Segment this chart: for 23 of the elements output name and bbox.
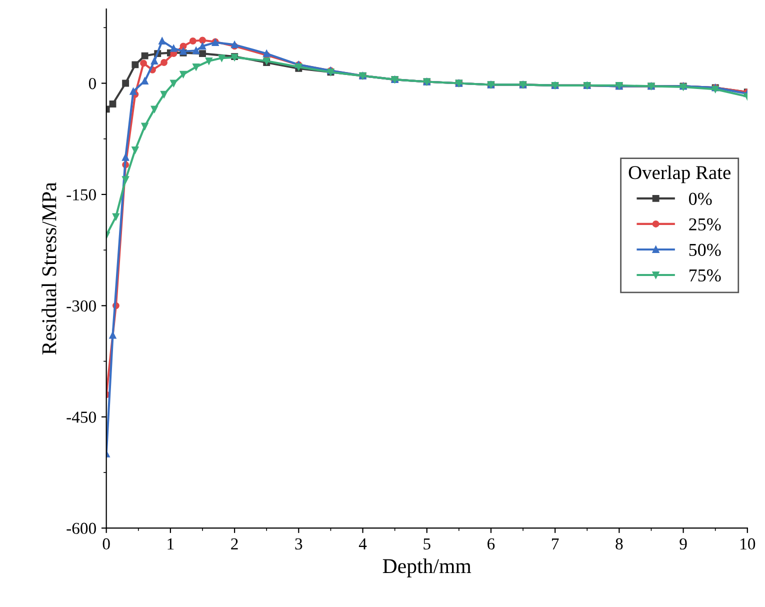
x-tick-label: 0 xyxy=(102,538,110,550)
x-tick-label: 5 xyxy=(424,538,430,550)
x-tick-label: 4 xyxy=(358,538,367,550)
legend-label: 0% xyxy=(689,192,712,206)
legend-label: 25% xyxy=(689,218,721,231)
x-tick-label: 8 xyxy=(616,538,623,550)
y-tick-label: 0 xyxy=(88,78,96,90)
y-tick-label: -450 xyxy=(66,412,96,423)
legend-label: 75% xyxy=(690,269,721,282)
x-axis-title: Depth/mm xyxy=(382,558,472,578)
legend-label: 50% xyxy=(689,244,721,256)
x-tick-label: 1 xyxy=(168,538,174,550)
x-tick-label: 7 xyxy=(552,538,559,550)
y-tick-label: -150 xyxy=(66,189,96,200)
x-tick-label: 3 xyxy=(295,538,302,550)
x-tick-label: 6 xyxy=(488,538,495,550)
x-tick-label: 10 xyxy=(740,538,756,550)
y-axis-title: Residual Stress/MPa xyxy=(42,182,56,355)
y-tick-label: -300 xyxy=(66,300,96,312)
x-tick-label: 9 xyxy=(680,538,687,550)
x-tick-label: 2 xyxy=(231,538,238,550)
legend-title: Overlap Rate xyxy=(628,165,730,184)
y-tick-label: -600 xyxy=(66,522,96,534)
